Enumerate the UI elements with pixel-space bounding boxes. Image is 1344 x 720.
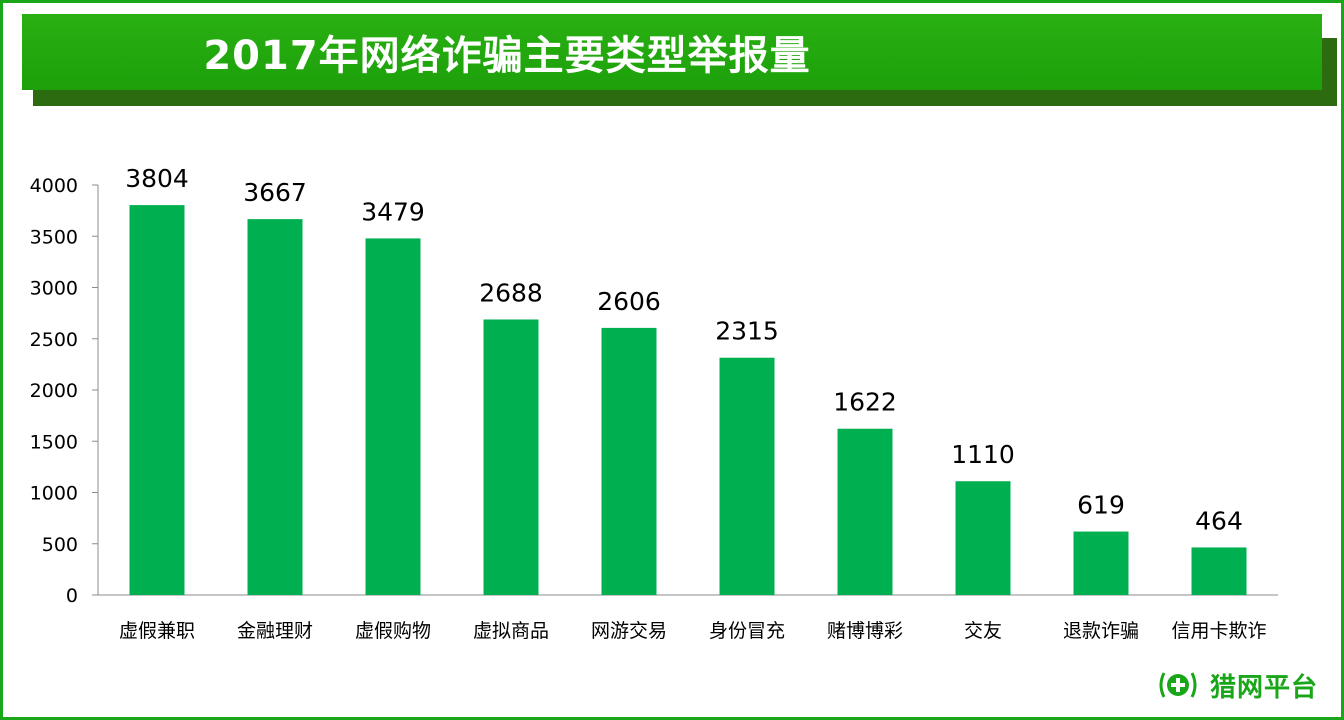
- data-label: 1622: [833, 388, 897, 417]
- data-label: 2315: [715, 317, 779, 346]
- data-label: 2688: [479, 278, 543, 307]
- y-tick-label: 1000: [30, 483, 78, 505]
- platform-logo: 猎网平台: [1154, 660, 1324, 710]
- x-tick-label: 赌博博彩: [827, 620, 903, 642]
- y-tick-label: 0: [66, 585, 78, 607]
- data-label: 464: [1195, 506, 1243, 535]
- logo-text: 猎网平台: [1210, 672, 1319, 703]
- x-tick-label: 退款诈骗: [1063, 620, 1139, 642]
- y-tick-label: 2500: [30, 329, 78, 351]
- x-tick-label: 虚假兼职: [119, 620, 195, 642]
- x-tick-label: 虚拟商品: [473, 620, 549, 642]
- bar: [483, 319, 539, 595]
- bar: [129, 205, 185, 595]
- data-label: 2606: [597, 287, 661, 316]
- x-tick-label: 网游交易: [591, 620, 667, 642]
- data-label: 3479: [361, 197, 425, 226]
- x-tick-label: 交友: [964, 620, 1002, 642]
- data-label: 3667: [243, 178, 307, 207]
- x-tick-label: 身份冒充: [709, 620, 785, 642]
- data-label: 619: [1077, 491, 1125, 520]
- y-tick-label: 500: [42, 534, 78, 556]
- title-banner: 2017年网络诈骗主要类型举报量: [22, 14, 1322, 90]
- cross-laurel-icon: [1159, 672, 1197, 698]
- data-label: 1110: [951, 440, 1015, 469]
- bar: [601, 327, 657, 595]
- y-tick-label: 3500: [30, 226, 78, 248]
- y-tick-label: 1500: [30, 431, 78, 453]
- y-tick-label: 3000: [30, 278, 78, 300]
- bar: [365, 238, 421, 595]
- bar: [955, 481, 1011, 595]
- bar: [719, 357, 775, 595]
- data-label: 3804: [125, 164, 189, 193]
- y-tick-label: 4000: [30, 175, 78, 197]
- x-tick-label: 金融理财: [237, 620, 313, 642]
- bar: [837, 428, 893, 595]
- bar: [1073, 531, 1129, 595]
- bar: [247, 219, 303, 595]
- chart-title: 2017年网络诈骗主要类型举报量: [203, 33, 811, 79]
- x-tick-label: 虚假购物: [355, 620, 431, 642]
- bar: [1191, 547, 1247, 595]
- y-tick-label: 2000: [30, 380, 78, 402]
- x-tick-label: 信用卡欺诈: [1171, 620, 1266, 642]
